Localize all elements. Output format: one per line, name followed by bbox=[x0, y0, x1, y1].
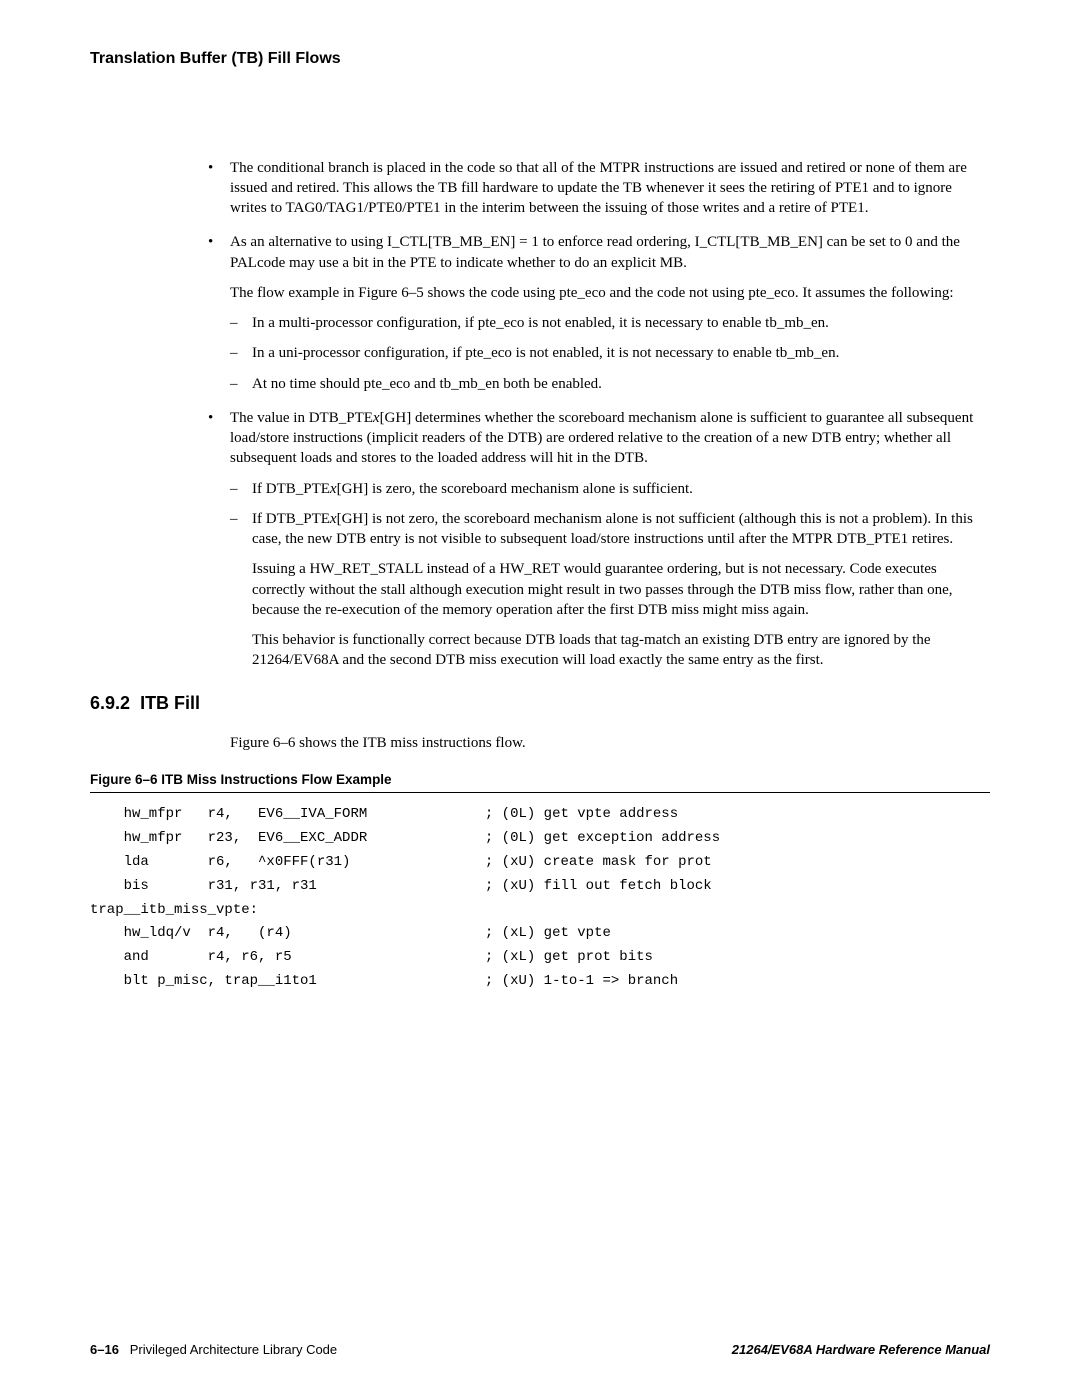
text-frag-italic: x bbox=[330, 481, 337, 497]
section-intro: Figure 6–6 shows the ITB miss instructio… bbox=[90, 733, 990, 753]
bullet-text: The value in DTB_PTEx[GH] determines whe… bbox=[230, 410, 973, 467]
page-number: 6–16 bbox=[90, 1342, 119, 1357]
sub-list: In a multi-processor configuration, if p… bbox=[230, 313, 990, 394]
code-listing: hw_mfpr r4, EV6__IVA_FORM ; (0L) get vpt… bbox=[90, 803, 990, 993]
text-frag: [GH] is not zero, the scoreboard mechani… bbox=[252, 511, 973, 547]
section-title: ITB Fill bbox=[140, 693, 200, 713]
text-frag-italic: x bbox=[330, 511, 337, 527]
sub-item: In a multi-processor configuration, if p… bbox=[230, 313, 990, 333]
page-header: Translation Buffer (TB) Fill Flows bbox=[90, 48, 990, 70]
text-frag: The value in DTB_PTE bbox=[230, 410, 373, 426]
chapter-name: Privileged Architecture Library Code bbox=[130, 1342, 337, 1357]
text-frag: [GH] is zero, the scoreboard mechanism a… bbox=[337, 481, 693, 497]
footer-right: 21264/EV68A Hardware Reference Manual bbox=[732, 1341, 990, 1359]
sub-item: If DTB_PTEx[GH] is zero, the scoreboard … bbox=[230, 479, 990, 499]
page-footer: 6–16 Privileged Architecture Library Cod… bbox=[90, 1341, 990, 1359]
sub-list: If DTB_PTEx[GH] is zero, the scoreboard … bbox=[230, 479, 990, 671]
paragraph: The flow example in Figure 6–5 shows the… bbox=[230, 283, 990, 303]
text-frag: If DTB_PTE bbox=[252, 481, 330, 497]
sub-item: If DTB_PTEx[GH] is not zero, the scorebo… bbox=[230, 509, 990, 671]
sub-item: In a uni-processor configuration, if pte… bbox=[230, 343, 990, 363]
paragraph: Issuing a HW_RET_STALL instead of a HW_R… bbox=[252, 559, 990, 620]
bullet-text: As an alternative to using I_CTL[TB_MB_E… bbox=[230, 234, 960, 270]
bullet-text: The conditional branch is placed in the … bbox=[230, 160, 967, 217]
figure-title: Figure 6–6 ITB Miss Instructions Flow Ex… bbox=[90, 771, 990, 793]
section-heading: 6.9.2 ITB Fill bbox=[90, 691, 990, 715]
section-number: 6.9.2 bbox=[90, 693, 130, 713]
sub-item: At no time should pte_eco and tb_mb_en b… bbox=[230, 374, 990, 394]
text-frag: If DTB_PTE bbox=[252, 511, 330, 527]
bullet-item: The value in DTB_PTEx[GH] determines whe… bbox=[230, 408, 990, 671]
main-content: The conditional branch is placed in the … bbox=[90, 158, 990, 671]
bullet-item: As an alternative to using I_CTL[TB_MB_E… bbox=[230, 232, 990, 394]
text-frag-italic: x bbox=[373, 410, 380, 426]
paragraph: This behavior is functionally correct be… bbox=[252, 630, 990, 671]
bullet-item: The conditional branch is placed in the … bbox=[230, 158, 990, 219]
bullet-list: The conditional branch is placed in the … bbox=[230, 158, 990, 671]
footer-left: 6–16 Privileged Architecture Library Cod… bbox=[90, 1341, 337, 1359]
